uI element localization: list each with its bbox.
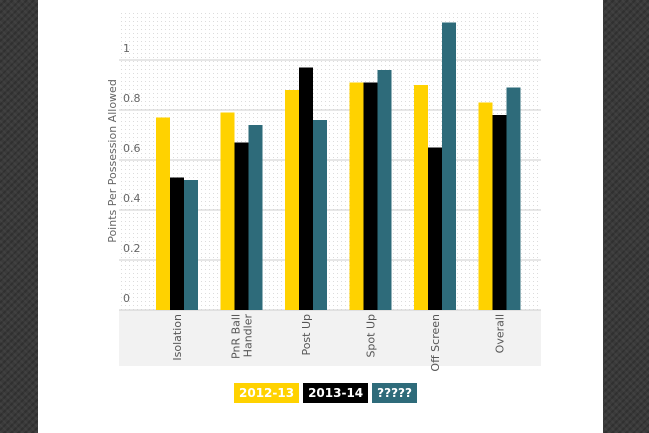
bar--5 [506,87,521,310]
y-tick-label: 0 [123,292,130,305]
bar-201314-2 [299,67,313,310]
bar-201314-4 [428,147,442,310]
legend-item-unknown: ????? [372,383,417,403]
legend-item-2013-14: 2013-14 [303,383,369,403]
x-tick-label: Overall [494,314,507,353]
bar-201314-5 [492,115,507,310]
bar-201213-0 [156,117,170,310]
bar--2 [313,120,327,310]
bar-201314-3 [363,82,378,310]
x-tick-label: Isolation [171,314,184,361]
y-tick-label: 1 [123,42,130,55]
bar-201314-1 [234,142,249,310]
bar-201213-3 [349,82,364,310]
y-tick-label: 0.4 [123,192,141,205]
bar-201213-4 [414,85,428,310]
bar--1 [248,125,263,310]
y-tick-label: 0.2 [123,242,141,255]
y-tick-label: 0.8 [123,92,141,105]
y-tick-label: 0.6 [123,142,141,155]
bar--4 [442,22,456,310]
x-tick-label: PnR BallHandler [230,314,255,359]
bar-201213-5 [478,102,493,310]
bar-201213-1 [220,112,235,310]
x-tick-label: Post Up [300,314,313,356]
legend-item-2012-13: 2012-13 [234,383,300,403]
y-axis-label: Points Per Possession Allowed [106,79,119,243]
x-axis-band [119,310,541,366]
legend: 2012-13 2013-14 ????? [234,383,417,403]
x-tick-label: Spot Up [365,314,378,358]
bar--3 [377,70,392,310]
bar-201314-0 [170,177,184,310]
bar-201213-2 [285,90,299,310]
x-tick-label: Off Screen [429,314,442,372]
bar--0 [184,180,198,310]
